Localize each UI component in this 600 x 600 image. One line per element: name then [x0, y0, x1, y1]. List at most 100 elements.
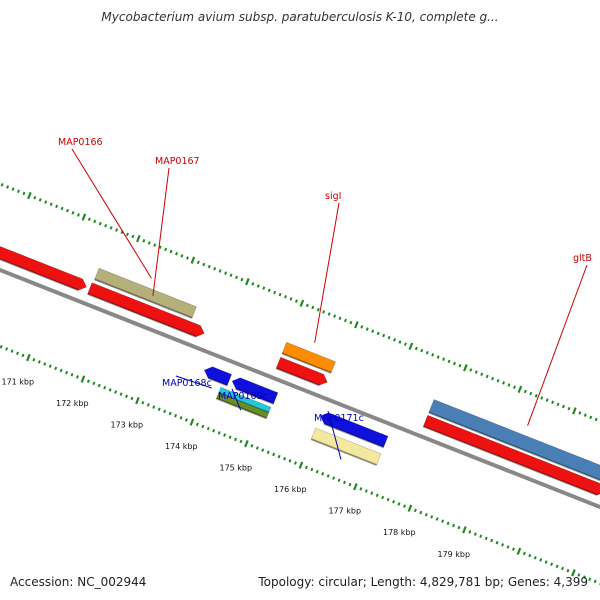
forward-tick — [262, 286, 266, 290]
gene-label-leader — [175, 375, 212, 389]
forward-tick — [578, 411, 582, 415]
forward-tick — [365, 327, 369, 331]
forward-tick — [240, 277, 244, 282]
reverse-tick — [43, 362, 47, 366]
forward-tick — [420, 348, 424, 353]
reverse-tick — [310, 467, 314, 472]
reverse-tick — [506, 545, 510, 549]
reverse-tick — [561, 566, 565, 571]
forward-tick — [55, 204, 59, 209]
reverse-tick — [288, 459, 292, 463]
forward-tick — [562, 404, 565, 409]
forward-tick — [60, 206, 64, 211]
gene-feature — [422, 414, 600, 496]
forward-tick — [311, 305, 315, 310]
gene-feature — [310, 427, 382, 466]
scale-label: 175 kbp — [219, 464, 252, 473]
reverse-tick — [168, 411, 172, 416]
reverse-tick — [397, 502, 401, 506]
reverse-tick — [135, 396, 140, 405]
reverse-tick — [370, 491, 374, 495]
reverse-tick — [326, 474, 330, 478]
forward-tick — [360, 325, 364, 329]
reverse-tick — [54, 366, 58, 371]
gene-label-leader — [71, 148, 152, 279]
forward-tick — [22, 191, 26, 196]
forward-tick — [431, 353, 435, 357]
reverse-tick — [65, 370, 69, 375]
gene-shade — [87, 292, 197, 338]
forward-tick — [393, 338, 397, 342]
forward-tick — [153, 243, 157, 247]
reverse-tick — [234, 437, 238, 442]
forward-tick — [480, 372, 484, 377]
forward-tick — [115, 228, 119, 232]
forward-tick — [469, 368, 473, 372]
gene-shade — [0, 258, 79, 292]
reverse-tick — [528, 553, 532, 558]
reverse-tick — [114, 390, 118, 394]
scale-label: 179 kbp — [437, 550, 470, 559]
forward-tick — [556, 402, 560, 407]
gene-feature — [231, 377, 279, 405]
reverse-tick-marks — [0, 345, 600, 585]
reverse-tick — [511, 547, 515, 551]
forward-tick — [414, 346, 418, 351]
reverse-tick — [48, 364, 52, 368]
forward-tick — [408, 342, 414, 350]
forward-tick — [235, 275, 238, 280]
reverse-tick — [146, 403, 150, 407]
gene-label: MAP0169c — [218, 391, 268, 402]
gene-features — [0, 246, 600, 497]
forward-tick — [322, 310, 326, 314]
scale-label: 172 kbp — [56, 399, 89, 408]
reverse-tick — [16, 351, 20, 356]
gene-label: MAP0167 — [155, 156, 200, 167]
gene-labels: MAP0166 MAP0167 sigI gltB MAP0168c MAP0169c MA… — [58, 137, 592, 460]
forward-tick — [267, 288, 271, 293]
forward-tick — [224, 271, 228, 275]
forward-tick — [93, 219, 97, 224]
reverse-tick — [130, 396, 134, 401]
reverse-tick — [522, 551, 526, 556]
reverse-tick — [435, 517, 439, 521]
forward-tick — [338, 316, 342, 321]
scale-label: 177 kbp — [328, 507, 361, 516]
forward-tick — [175, 251, 179, 256]
gene-shade — [235, 388, 274, 405]
reverse-tick — [457, 525, 461, 530]
forward-tick — [49, 202, 53, 206]
forward-tick — [98, 221, 102, 226]
gene-label-leader — [231, 388, 242, 411]
gene-shade — [281, 352, 332, 374]
forward-tick — [403, 342, 407, 346]
forward-tick — [38, 198, 42, 202]
reverse-tick — [501, 543, 505, 547]
forward-tick — [256, 284, 260, 288]
reverse-tick — [468, 530, 472, 534]
gene-label: MAP0166 — [58, 137, 103, 148]
reverse-tick — [343, 480, 347, 485]
gene-feature — [281, 341, 336, 374]
backbone — [0, 267, 600, 510]
reverse-tick — [228, 435, 232, 439]
reverse-tick — [479, 534, 483, 539]
forward-tick — [278, 292, 282, 297]
forward-tick — [376, 331, 380, 336]
forward-tick — [523, 389, 527, 394]
forward-tick — [0, 183, 4, 187]
forward-tick — [131, 234, 135, 239]
reverse-tick — [0, 345, 3, 349]
forward-tick — [316, 307, 320, 312]
gene-label-leader — [527, 264, 588, 426]
scale-label: 174 kbp — [165, 442, 198, 451]
reverse-tick — [539, 558, 543, 562]
forward-tick — [245, 278, 250, 286]
reverse-tick — [293, 461, 297, 465]
forward-tick — [299, 299, 305, 307]
forward-tick — [327, 312, 331, 316]
forward-tick — [251, 282, 255, 286]
gene-shade — [275, 367, 320, 387]
reverse-tick — [473, 532, 477, 536]
gene-feature — [0, 246, 87, 291]
